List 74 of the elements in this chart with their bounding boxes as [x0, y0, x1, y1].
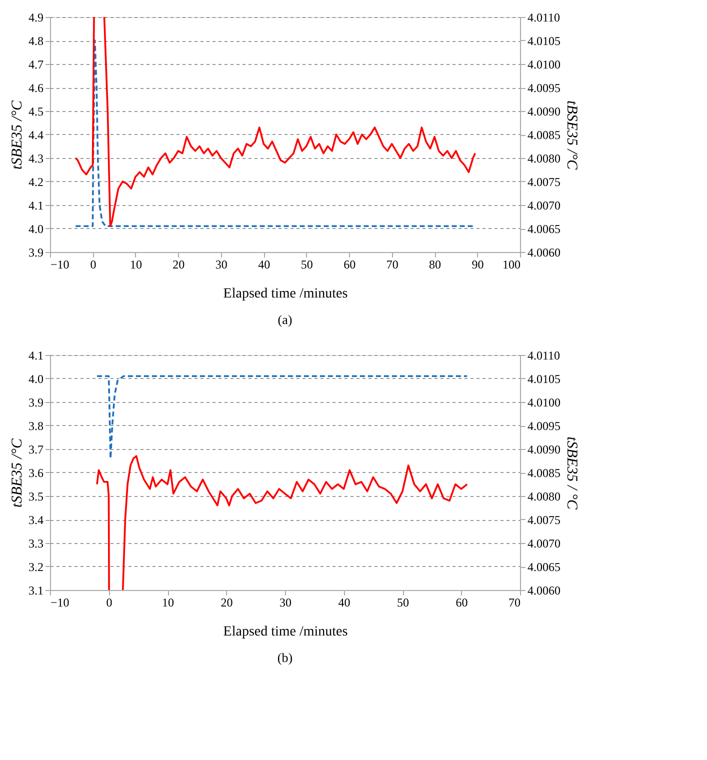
x-tick-label: 0: [90, 258, 96, 272]
x-tick-label: 10: [162, 596, 174, 610]
y2-tick-label: 4.0085: [528, 128, 560, 142]
y2-tick-label: 4.0100: [528, 396, 560, 410]
text: (a): [278, 312, 292, 327]
y2-tick-label: 4.0100: [528, 58, 560, 72]
y2-tick-label: 4.0060: [528, 246, 560, 260]
y2-tick-label: 4.0060: [528, 584, 560, 598]
y2-tick-label: 4.0085: [528, 466, 560, 480]
y2-tick-label: 4.0065: [528, 560, 560, 574]
x-tick-label: 20: [172, 258, 185, 272]
y-tick-label: 3.9: [28, 246, 44, 260]
y-tick-label: 4.4: [28, 128, 44, 142]
x-tick-label: 50: [300, 258, 313, 272]
x-tick-label: −10: [50, 258, 70, 272]
y-tick-label: 4.3: [28, 152, 44, 166]
y-tick-label: 4.8: [28, 34, 44, 48]
y2-axis-title: tBSE35 /°C: [564, 100, 580, 170]
y2-axis-title: tSBE35 / °C: [564, 436, 580, 510]
y2-tick-label: 4.0065: [528, 222, 560, 236]
x-tick-label: −10: [50, 596, 70, 610]
y2-tick-label: 4.0095: [528, 419, 560, 433]
y-tick-label: 4.0: [28, 222, 44, 236]
y2-tick-label: 4.0110: [528, 10, 560, 24]
y2-tick-label: 4.0090: [528, 104, 560, 118]
y-tick-label: 3.2: [28, 560, 44, 574]
x-tick-label: 0: [106, 596, 112, 610]
x-tick-label: 60: [456, 596, 468, 610]
x-tick-label: 90: [472, 258, 484, 272]
y2-tick-label: 4.0105: [528, 372, 560, 386]
y-tick-label: 3.4: [28, 513, 44, 527]
y2-tick-label: 4.0075: [528, 175, 560, 189]
y-tick-label: 4.5: [28, 104, 44, 118]
y-tick-label: 3.1: [28, 584, 44, 598]
y2-tick-label: 4.0070: [528, 536, 560, 550]
x-tick-label: 100: [502, 258, 520, 272]
x-tick-label: 50: [397, 596, 409, 610]
y-tick-label: 4.6: [28, 81, 44, 95]
x-tick-label: 40: [258, 258, 270, 272]
x-tick-label: 20: [220, 596, 233, 610]
y-tick-label: 4.2: [28, 175, 44, 189]
y2-tick-label: 4.0105: [528, 34, 560, 48]
x-axis-title: Elapsed time /minutes: [223, 624, 348, 640]
x-tick-label: 10: [130, 258, 142, 272]
y-tick-label: 4.0: [28, 372, 44, 386]
x-axis-title: Elapsed time /minutes: [223, 286, 348, 302]
y-tick-label: 3.3: [28, 536, 44, 550]
text: (b): [277, 650, 293, 665]
y-tick-label: 4.1: [28, 198, 44, 212]
y2-tick-label: 4.0080: [528, 152, 560, 166]
y-tick-label: 3.9: [28, 396, 44, 410]
y2-tick-label: 4.0070: [528, 198, 560, 212]
x-tick-label: 40: [338, 596, 350, 610]
y-tick-label: 4.1: [28, 348, 44, 362]
line-series: [96, 375, 468, 460]
x-tick-label: 60: [344, 258, 356, 272]
y-tick-label: 4.7: [28, 58, 44, 72]
y-tick-label: 3.8: [28, 419, 44, 433]
y-tick-label: 3.7: [28, 442, 44, 456]
y-axis-title: tSBE35 /°C: [10, 100, 26, 170]
x-tick-label: 70: [386, 258, 398, 272]
y2-tick-label: 4.0080: [528, 490, 560, 504]
y-tick-label: 3.6: [28, 466, 44, 480]
y2-tick-label: 4.0095: [528, 81, 560, 95]
y-tick-label: 3.5: [28, 490, 44, 504]
x-tick-label: 70: [508, 596, 520, 610]
x-tick-label: 80: [429, 258, 442, 272]
y2-tick-label: 4.0110: [528, 348, 560, 362]
x-tick-label: 30: [215, 258, 228, 272]
y2-tick-label: 4.0090: [528, 442, 560, 456]
y2-tick-label: 4.0075: [528, 513, 560, 527]
y-axis-title: tSBE35 /°C: [10, 438, 26, 508]
x-tick-label: 30: [280, 596, 292, 610]
y-tick-label: 4.9: [28, 10, 44, 24]
